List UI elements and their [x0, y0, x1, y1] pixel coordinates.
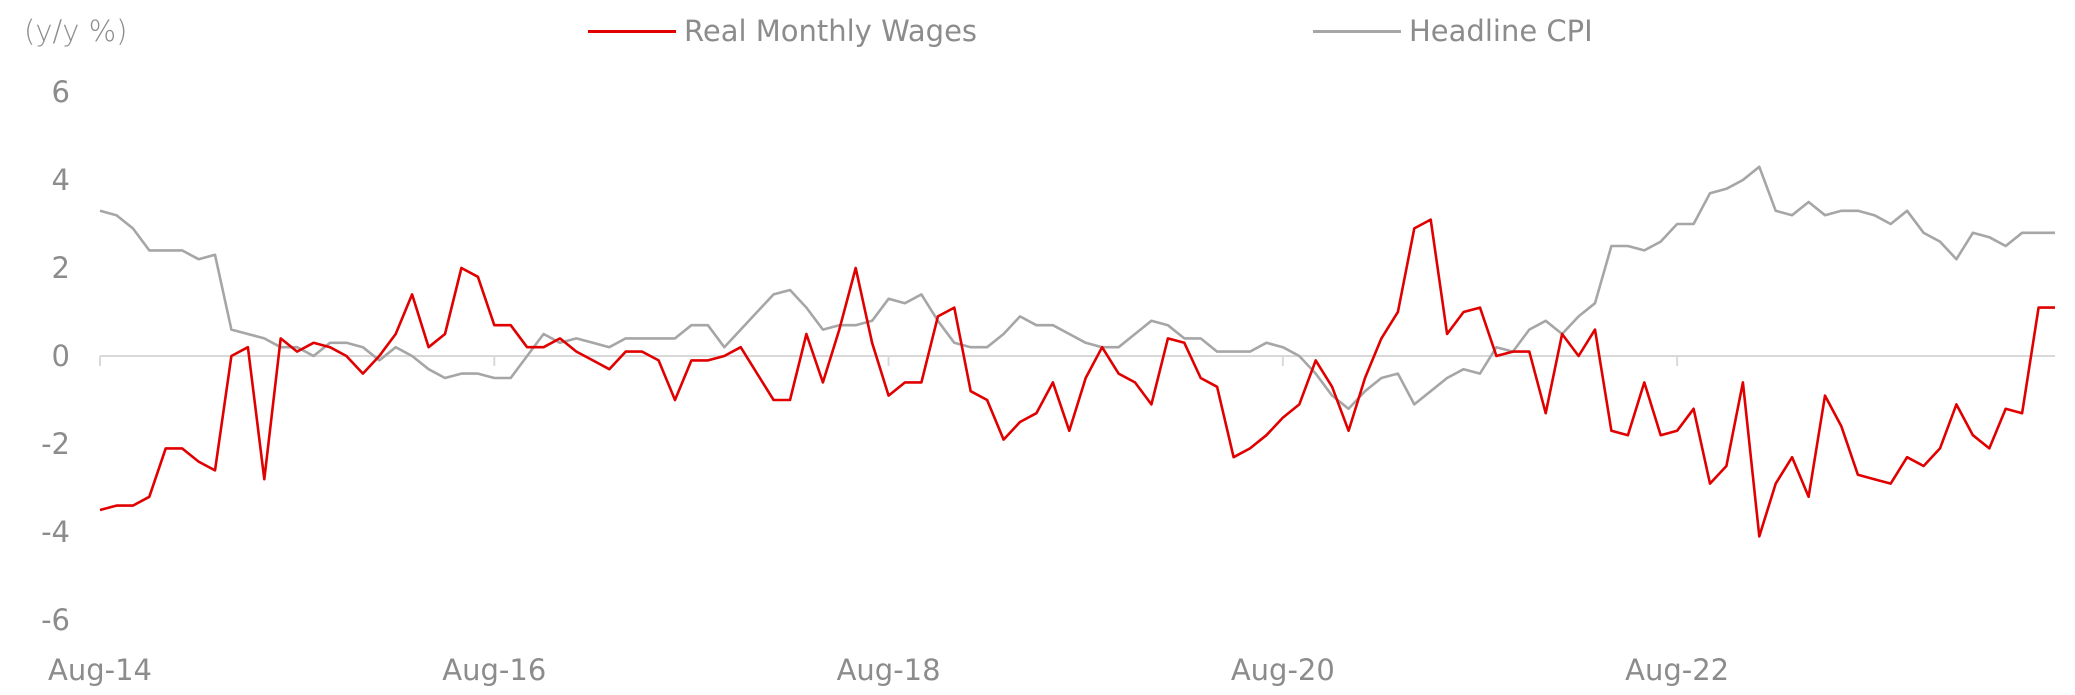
y-axis-ticks: 6 4 2 0 -2 -4 -6	[41, 75, 70, 637]
y-tick-label: 6	[52, 75, 70, 109]
legend-label-real-monthly-wages: Real Monthly Wages	[684, 14, 978, 48]
x-axis: Aug-14 Aug-16 Aug-18 Aug-20 Aug-22	[48, 355, 2055, 687]
x-tick-label: Aug-20	[1231, 653, 1335, 687]
x-tick-label: Aug-16	[442, 653, 546, 687]
legend-item-headline-cpi: Headline CPI	[1313, 14, 1593, 48]
x-tick-label: Aug-18	[837, 653, 941, 687]
y-axis-unit-label: (y/y %)	[24, 14, 128, 48]
y-tick-label: 2	[52, 251, 70, 285]
y-tick-label: -6	[41, 603, 70, 637]
series-line-headline-cpi	[99, 165, 2055, 411]
series-layer	[99, 165, 2055, 538]
legend-item-real-monthly-wages: Real Monthly Wages	[588, 14, 977, 48]
legend-label-headline-cpi: Headline CPI	[1409, 14, 1593, 48]
x-tick-label: Aug-14	[48, 653, 152, 687]
legend-swatch-real-monthly-wages	[588, 29, 676, 33]
series-line-real-monthly-wages	[99, 218, 2055, 538]
y-tick-label: -4	[41, 515, 70, 549]
legend-swatch-headline-cpi	[1313, 29, 1401, 33]
y-tick-label: 0	[52, 339, 70, 373]
y-tick-label: -2	[41, 427, 70, 461]
y-tick-label: 4	[52, 163, 70, 197]
x-tick-label: Aug-22	[1625, 653, 1729, 687]
